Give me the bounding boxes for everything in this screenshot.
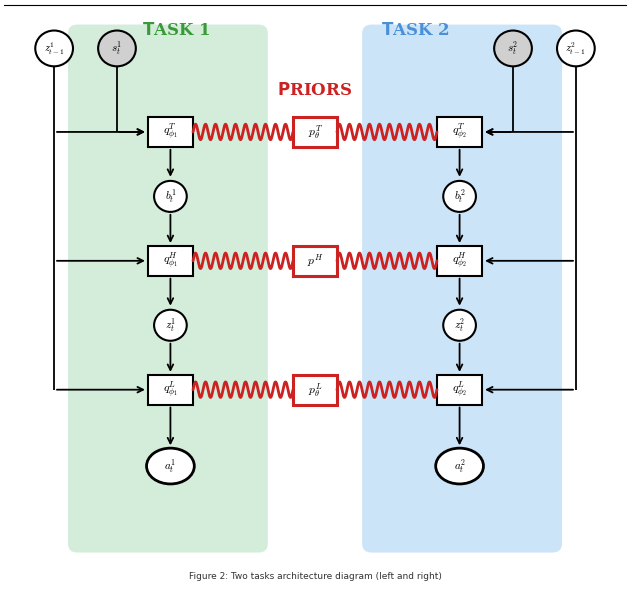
Text: $z_{t-1}^1$: $z_{t-1}^1$ [43, 40, 64, 57]
FancyBboxPatch shape [362, 25, 562, 553]
Circle shape [154, 181, 186, 212]
Text: $s_t^1$: $s_t^1$ [112, 39, 123, 57]
Circle shape [154, 310, 186, 341]
Text: $z_t^1$: $z_t^1$ [165, 316, 176, 334]
Text: $q_{\phi_1}^H$: $q_{\phi_1}^H$ [163, 251, 178, 271]
Text: $z_{t-1}^2$: $z_{t-1}^2$ [566, 40, 587, 57]
Text: $p_\theta^T$: $p_\theta^T$ [307, 123, 323, 141]
Ellipse shape [436, 448, 483, 484]
Text: $q_{\phi_1}^T$: $q_{\phi_1}^T$ [163, 121, 178, 142]
Circle shape [35, 30, 73, 66]
FancyBboxPatch shape [148, 117, 193, 147]
Text: $\mathbf{P}$RIORS: $\mathbf{P}$RIORS [277, 82, 353, 99]
Circle shape [444, 310, 476, 341]
FancyBboxPatch shape [148, 375, 193, 405]
Circle shape [494, 30, 532, 66]
Ellipse shape [147, 448, 194, 484]
Text: $a_t^1$: $a_t^1$ [164, 457, 176, 475]
FancyBboxPatch shape [293, 246, 337, 276]
Circle shape [557, 30, 595, 66]
Text: $q_{\phi_2}^H$: $q_{\phi_2}^H$ [452, 251, 467, 271]
FancyBboxPatch shape [437, 375, 482, 405]
Text: $b_t^2$: $b_t^2$ [454, 188, 466, 205]
Text: $a_t^2$: $a_t^2$ [454, 457, 466, 475]
FancyBboxPatch shape [293, 375, 337, 405]
Text: $\mathbf{T}$ASK 2: $\mathbf{T}$ASK 2 [381, 22, 450, 39]
Text: $z_t^2$: $z_t^2$ [454, 316, 465, 334]
Text: $\mathbf{T}$ASK 1: $\mathbf{T}$ASK 1 [142, 22, 210, 39]
Text: $q_{\phi_1}^L$: $q_{\phi_1}^L$ [163, 379, 178, 400]
FancyBboxPatch shape [148, 246, 193, 276]
Text: $q_{\phi_2}^T$: $q_{\phi_2}^T$ [452, 121, 467, 142]
Text: $q_{\phi_2}^L$: $q_{\phi_2}^L$ [452, 379, 467, 400]
FancyBboxPatch shape [293, 117, 337, 147]
FancyBboxPatch shape [68, 25, 268, 553]
FancyBboxPatch shape [437, 117, 482, 147]
Circle shape [444, 181, 476, 212]
FancyBboxPatch shape [437, 246, 482, 276]
Text: $p^H$: $p^H$ [307, 252, 323, 269]
Text: $s_t^2$: $s_t^2$ [507, 39, 518, 57]
Text: Figure 2: Two tasks architecture diagram (left and right): Figure 2: Two tasks architecture diagram… [188, 572, 442, 581]
Circle shape [98, 30, 136, 66]
Text: $b_t^1$: $b_t^1$ [164, 188, 176, 205]
Text: $p_\theta^L$: $p_\theta^L$ [308, 381, 322, 399]
